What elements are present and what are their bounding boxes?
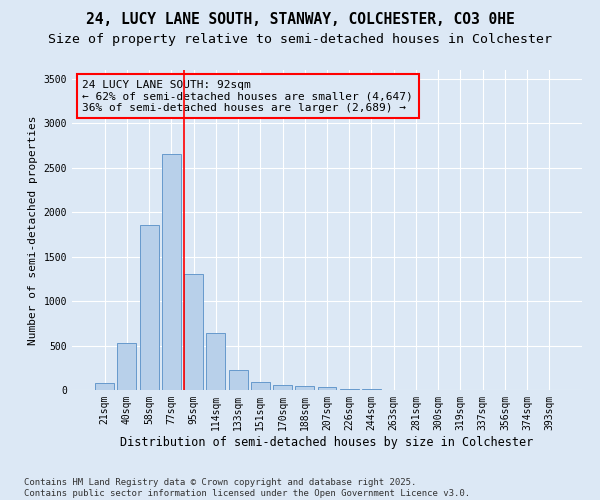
Bar [206,333,225,390]
Bar [229,370,248,390]
Text: Size of property relative to semi-detached houses in Colchester: Size of property relative to semi-detach… [48,32,552,46]
Bar [317,387,337,390]
Bar [295,386,314,390]
X-axis label: Distribution of semi-detached houses by size in Colchester: Distribution of semi-detached houses by … [121,436,533,448]
Text: 24, LUCY LANE SOUTH, STANWAY, COLCHESTER, CO3 0HE: 24, LUCY LANE SOUTH, STANWAY, COLCHESTER… [86,12,514,28]
Bar [140,224,158,390]
Bar [273,384,292,390]
Bar [251,382,270,390]
Text: Contains HM Land Registry data © Crown copyright and database right 2025.
Contai: Contains HM Land Registry data © Crown c… [24,478,470,498]
Bar [118,343,136,390]
Bar [184,274,203,390]
Text: 24 LUCY LANE SOUTH: 92sqm
← 62% of semi-detached houses are smaller (4,647)
36% : 24 LUCY LANE SOUTH: 92sqm ← 62% of semi-… [82,80,413,113]
Bar [95,383,114,390]
Bar [340,388,359,390]
Y-axis label: Number of semi-detached properties: Number of semi-detached properties [28,116,38,345]
Bar [162,154,181,390]
